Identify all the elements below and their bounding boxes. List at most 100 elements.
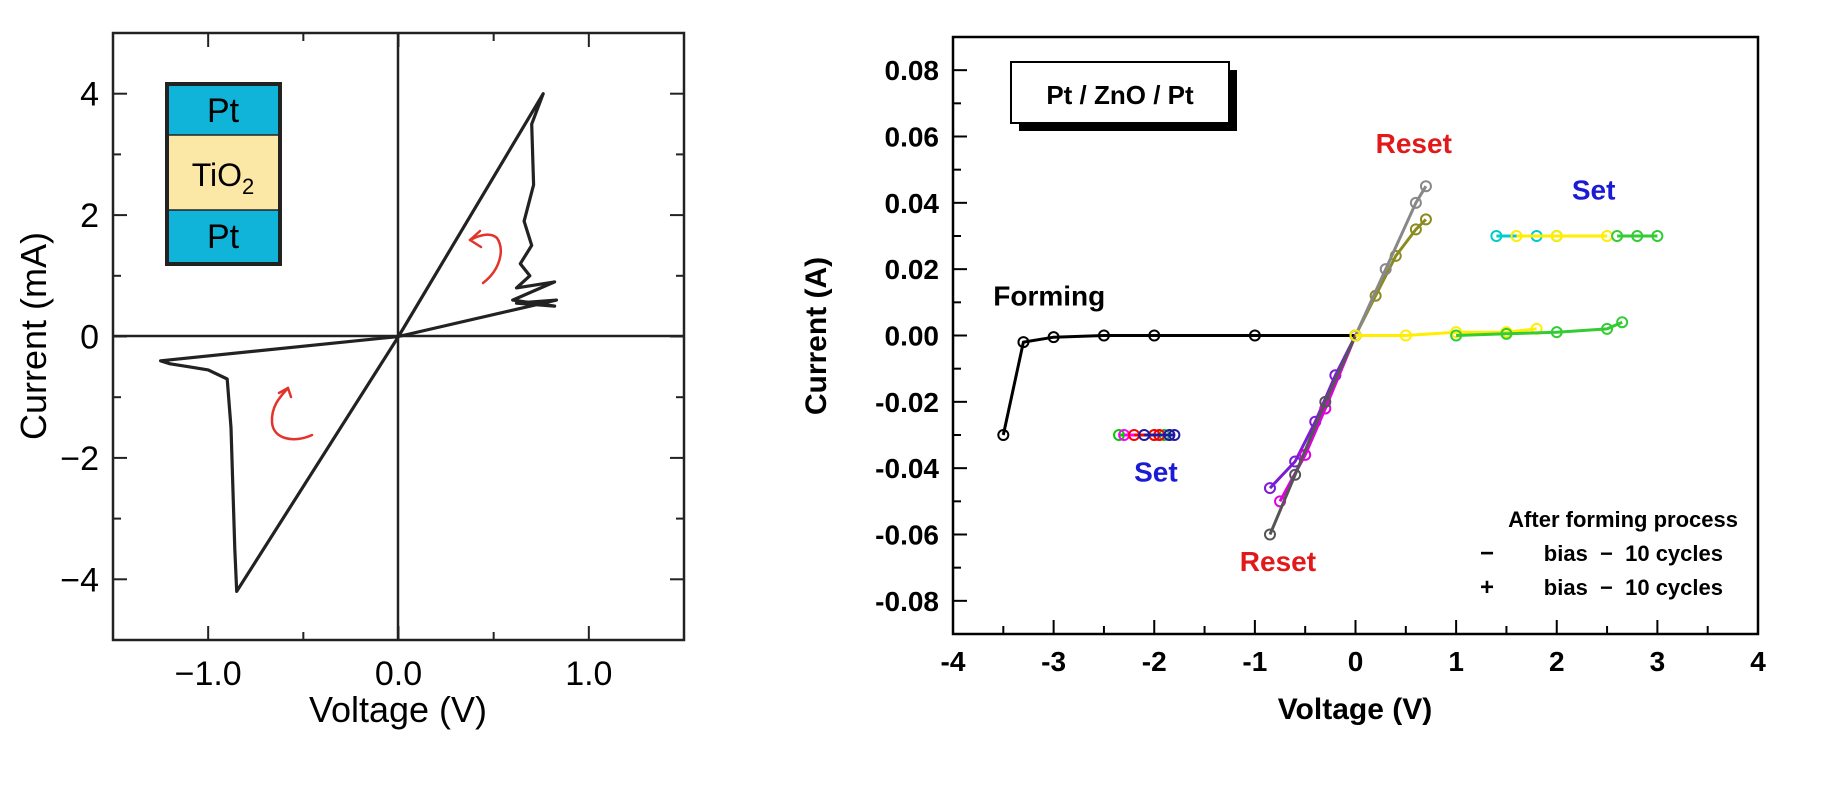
tio2-main: TiO <box>192 157 242 193</box>
region-label: Reset <box>1240 546 1316 577</box>
right-series-point <box>1601 322 1614 335</box>
right-series-point <box>1651 230 1664 242</box>
left-y-tick-label: 0 <box>80 319 99 357</box>
lower-red-arrow <box>270 386 314 441</box>
right-series-line-7 <box>1268 334 1357 536</box>
legend-title: After forming process <box>1508 507 1738 532</box>
top-pt-layer <box>167 84 280 135</box>
right-y-tick-label: 0.00 <box>885 321 940 352</box>
upper-red-arrow <box>468 229 502 285</box>
right-x-tick-label: 3 <box>1650 646 1666 677</box>
right-y-tick-label: -0.04 <box>875 453 939 484</box>
right-ticks <box>952 36 1759 635</box>
left-y-tick-label: 4 <box>80 76 99 114</box>
right-series-point <box>997 429 1010 441</box>
left-series <box>159 92 559 594</box>
right-series-point <box>1263 528 1276 541</box>
right-series-point <box>1611 230 1624 242</box>
right-series-point <box>1450 329 1463 342</box>
right-title-box: Pt / ZnO / Pt <box>1010 61 1237 131</box>
right-y-tick-label: 0.08 <box>885 55 940 86</box>
right-series-point <box>1550 326 1563 339</box>
right-series <box>997 180 1664 541</box>
right-series-point <box>1319 395 1332 408</box>
left-x-tick-label: 1.0 <box>565 655 612 693</box>
right-series-point <box>1168 429 1181 441</box>
right-series-point <box>1419 180 1432 193</box>
right-series-point <box>1148 329 1161 342</box>
top-pt-label: Pt <box>207 92 240 130</box>
right-x-tick-label: 4 <box>1750 646 1766 677</box>
bottom-pt-layer <box>167 210 280 264</box>
tio2-label: TiO2 <box>192 157 255 199</box>
left-y-tick-label: −4 <box>60 561 99 599</box>
right-series-point <box>1097 329 1110 342</box>
right-series-point <box>1616 316 1629 329</box>
bottom-pt-label: Pt <box>207 218 240 256</box>
left-iv-curve-0 <box>159 92 559 594</box>
right-x-tick-label: -3 <box>1041 646 1066 677</box>
right-series-point <box>1490 230 1503 242</box>
left-y-axis-label: Current (mA) <box>13 232 54 440</box>
right-x-axis-label: Voltage (V) <box>1278 693 1432 726</box>
right-y-tick-label: 0.02 <box>885 254 940 285</box>
right-series-point <box>1349 329 1362 342</box>
left-y-tick-label: 2 <box>80 197 99 235</box>
right-series-point <box>1409 196 1422 209</box>
right-x-tick-label: -4 <box>941 646 966 677</box>
right-x-tick-label: -1 <box>1242 646 1267 677</box>
right-series-point <box>1017 336 1030 349</box>
right-series-line-5 <box>1268 334 1357 490</box>
right-series-point <box>1409 223 1422 236</box>
left-x-tick-label: 0.0 <box>375 655 422 693</box>
right-y-axis-label: Current (A) <box>800 257 833 415</box>
left-chart: −1.0 0.0 1.0 −4 −2 0 2 4 Voltage (V) Current (m… <box>13 31 686 730</box>
left-tick-labels: −1.0 0.0 1.0 −4 −2 0 2 4 <box>60 76 612 693</box>
left-x-axis-label: Voltage (V) <box>309 689 487 730</box>
region-label: Forming <box>993 281 1105 312</box>
right-series-point <box>1500 327 1513 340</box>
right-y-tick-label: -0.08 <box>875 586 939 617</box>
right-x-tick-label: 0 <box>1348 646 1364 677</box>
right-chart-title: Pt / ZnO / Pt <box>1046 80 1194 110</box>
right-series-point <box>1248 329 1261 342</box>
right-series-point <box>1631 230 1644 242</box>
region-label: Set <box>1134 456 1178 487</box>
right-x-tick-label: 2 <box>1549 646 1565 677</box>
layer-stack-inset: Pt TiO2 Pt <box>165 82 282 266</box>
right-series-point <box>1510 230 1523 242</box>
right-tick-labels: -4 -3 -2 -1 0 1 2 3 4 -0.08 -0.06 -0.04 -0.02 0.00 0.0… <box>875 55 1766 677</box>
left-ticks <box>112 32 685 641</box>
region-label: Reset <box>1376 128 1452 159</box>
right-series-point <box>1289 468 1302 481</box>
right-series-point <box>1263 482 1276 495</box>
legend-line-1-text: bias − 10 cycles <box>1544 541 1723 566</box>
right-series-point <box>1047 331 1060 344</box>
right-region-labels: Forming Reset Set Set Reset <box>993 128 1615 577</box>
tio2-layer <box>167 135 280 210</box>
region-label: Set <box>1572 175 1616 206</box>
right-series-line-9 <box>1354 185 1428 337</box>
legend-line-2-text: bias − 10 cycles <box>1544 575 1723 600</box>
left-x-tick-label: −1.0 <box>175 655 242 693</box>
right-series-point <box>1399 329 1412 342</box>
right-x-tick-label: 1 <box>1448 646 1464 677</box>
right-series-point <box>1419 213 1432 226</box>
right-series-point <box>1113 429 1126 441</box>
layer-stack-border <box>165 82 282 266</box>
legend-line-1-symbol: − <box>1480 540 1494 567</box>
left-y-tick-label: −2 <box>60 440 99 478</box>
right-series-line-13 <box>1355 327 1537 337</box>
right-series-point <box>1138 429 1151 441</box>
right-series-point <box>1550 230 1563 242</box>
right-y-tick-label: 0.04 <box>885 188 940 219</box>
right-chart: -4 -3 -2 -1 0 1 2 3 4 -0.08 -0.06 -0.04 -0.02 0.00 0.0… <box>800 35 1766 726</box>
right-y-tick-label: -0.02 <box>875 387 939 418</box>
right-series-line-0 <box>1001 334 1356 436</box>
right-series-point <box>1163 429 1176 441</box>
right-series-point <box>1450 326 1463 339</box>
tio2-subscript: 2 <box>242 174 254 199</box>
right-series-point <box>1379 263 1392 276</box>
right-legend-box: After forming process − bias − 10 cycles… <box>1480 507 1738 601</box>
